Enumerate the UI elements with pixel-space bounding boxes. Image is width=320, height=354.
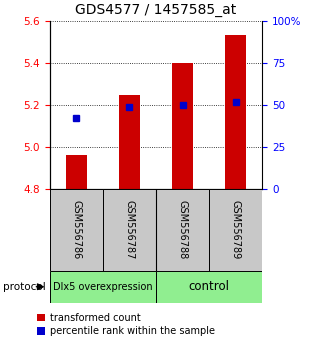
Text: GSM556787: GSM556787 [124, 200, 134, 260]
Bar [103, 189, 156, 271]
Bar [50, 189, 103, 271]
Text: GSM556786: GSM556786 [71, 200, 81, 260]
Bar [156, 271, 262, 303]
Text: GSM556788: GSM556788 [178, 200, 188, 260]
Text: control: control [189, 280, 230, 293]
Text: Dlx5 overexpression: Dlx5 overexpression [53, 282, 153, 292]
Text: GSM556789: GSM556789 [231, 200, 241, 260]
Bar [209, 189, 262, 271]
Bar [225, 35, 246, 189]
Bar [172, 63, 193, 189]
Bar [50, 271, 156, 303]
Bar [119, 95, 140, 189]
Text: protocol: protocol [3, 282, 46, 292]
Bar [66, 155, 87, 189]
Title: GDS4577 / 1457585_at: GDS4577 / 1457585_at [76, 4, 236, 17]
Bar [156, 189, 209, 271]
Legend: transformed count, percentile rank within the sample: transformed count, percentile rank withi… [37, 313, 214, 336]
